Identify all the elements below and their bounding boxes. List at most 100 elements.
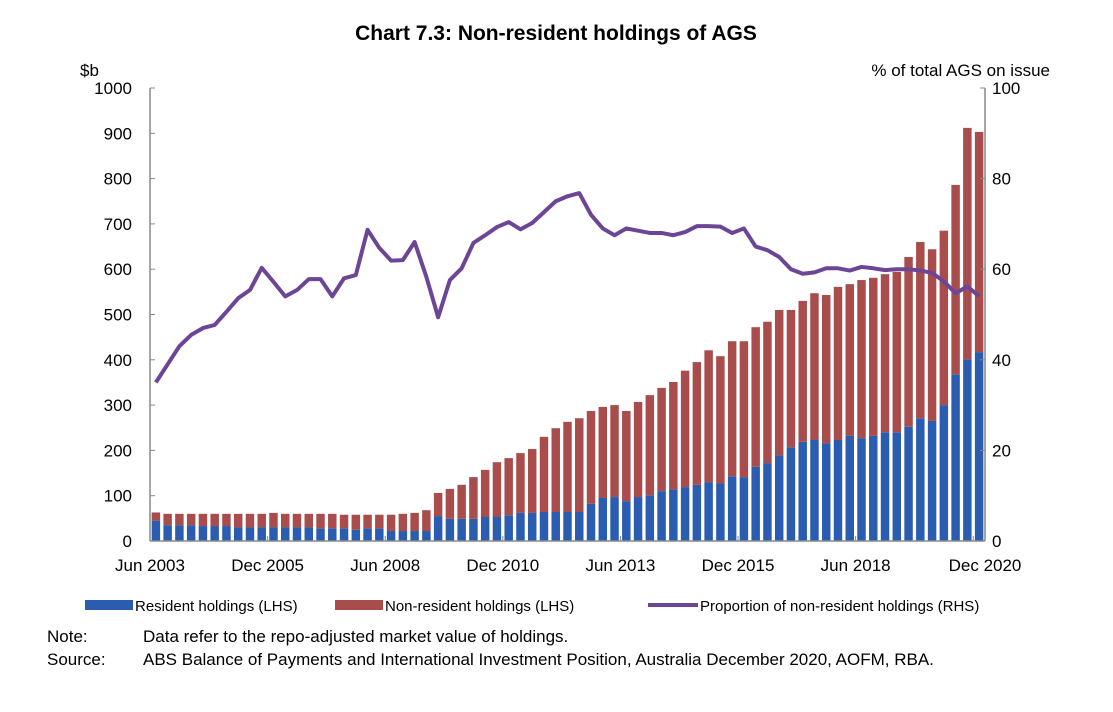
x-tick-label: Dec 2015 (702, 556, 775, 575)
non-resident-bar (751, 327, 760, 467)
right-tick-label: 20 (992, 441, 1011, 460)
resident-bar (492, 516, 502, 541)
non-resident-bar (363, 514, 372, 529)
resident-bar (586, 503, 596, 541)
resident-bar (457, 518, 466, 541)
non-resident-bar (586, 410, 596, 504)
non-resident-bar (692, 362, 702, 485)
non-resident-bar (821, 295, 831, 444)
non-resident-bar (469, 477, 478, 519)
non-resident-bar (739, 341, 749, 478)
non-resident-bar (845, 284, 854, 436)
axes-group: 0 100 200 300 400 500 600 700 800 900 1000 0 20 40 60 8… (94, 79, 1021, 575)
source-text: ABS Balance of Payments and Internationa… (143, 650, 934, 669)
non-resident-bar (457, 484, 466, 519)
non-resident-bar (716, 356, 725, 484)
resident-bar (951, 374, 960, 541)
non-resident-bar (539, 436, 549, 513)
resident-bar (610, 497, 619, 541)
non-resident-bar (516, 453, 525, 513)
bars-group (151, 127, 984, 541)
right-axis-label: % of total AGS on issue (871, 61, 1050, 80)
resident-bar (821, 443, 831, 541)
left-tick-label: 200 (104, 441, 132, 460)
legend-label: Proportion of non-resident holdings (RHS… (700, 598, 979, 615)
non-resident-bar (480, 469, 490, 517)
resident-bar (410, 531, 419, 541)
x-tick-label: Dec 2010 (466, 556, 539, 575)
left-axis-unit: $b (80, 61, 99, 80)
non-resident-bar (328, 513, 337, 529)
resident-bar (422, 531, 431, 541)
resident-bar (786, 447, 796, 541)
resident-bar (751, 466, 760, 541)
non-resident-bar (175, 513, 184, 526)
resident-bar (504, 515, 513, 541)
non-resident-bar (927, 249, 937, 421)
resident-bar (480, 516, 490, 541)
resident-bar (316, 528, 325, 541)
non-resident-bar (398, 513, 408, 532)
non-resident-bar (445, 488, 455, 519)
resident-bar (869, 435, 878, 541)
resident-bar (774, 455, 784, 541)
non-resident-bar (433, 492, 443, 517)
legend-label: Resident holdings (LHS) (135, 598, 298, 615)
non-resident-bar (916, 242, 925, 419)
resident-bar (880, 432, 890, 541)
resident-bar (445, 518, 455, 541)
non-resident-bar (375, 514, 384, 529)
non-resident-bar (269, 512, 278, 528)
non-resident-bar (292, 513, 302, 528)
proportion-line (154, 191, 981, 384)
left-tick-label: 500 (104, 306, 132, 325)
resident-bar (339, 528, 349, 541)
x-tick-label: Dec 2005 (231, 556, 304, 575)
resident-bar (210, 526, 219, 541)
resident-bar (833, 439, 843, 541)
resident-bar (727, 476, 737, 541)
resident-bar (269, 527, 278, 541)
non-resident-bar (774, 309, 784, 456)
non-resident-bar (304, 513, 314, 528)
non-resident-bar (316, 513, 325, 529)
x-tick-label: Jun 2003 (115, 556, 185, 575)
resident-bar (680, 487, 690, 541)
resident-bar (186, 525, 196, 541)
non-resident-bar (222, 513, 231, 527)
resident-bar (551, 512, 560, 541)
non-resident-bar (974, 131, 984, 353)
left-tick-label: 100 (104, 487, 132, 506)
non-resident-bar (869, 277, 878, 436)
left-tick-label: 400 (104, 351, 132, 370)
resident-bar (363, 528, 372, 541)
non-resident-bar (633, 401, 643, 498)
non-resident-bar (669, 381, 678, 490)
resident-bar (175, 525, 184, 541)
non-resident-bar (351, 514, 361, 530)
non-resident-bar (551, 428, 560, 513)
non-resident-bar (880, 274, 890, 433)
resident-bar (704, 482, 713, 541)
resident-bar (892, 432, 902, 541)
resident-bar (233, 527, 243, 541)
non-resident-bar (410, 512, 419, 532)
non-resident-bar (857, 280, 866, 439)
non-resident-bar (645, 395, 655, 496)
resident-bar (163, 525, 172, 541)
non-resident-bar (186, 513, 196, 526)
resident-bar (539, 512, 549, 541)
resident-bar (622, 501, 631, 541)
non-resident-bar (163, 513, 172, 526)
left-tick-label: 900 (104, 124, 132, 143)
non-resident-bar (963, 127, 972, 360)
resident-bar (798, 441, 807, 541)
non-resident-bar (610, 405, 619, 498)
x-tick-label: Jun 2013 (585, 556, 655, 575)
resident-bar (669, 489, 678, 541)
left-tick-label: 600 (104, 260, 132, 279)
left-tick-label: 800 (104, 170, 132, 189)
legend: Resident holdings (LHS) Non-resident hold… (85, 598, 979, 615)
source-label: Source: (47, 650, 106, 669)
resident-bar (527, 512, 537, 541)
